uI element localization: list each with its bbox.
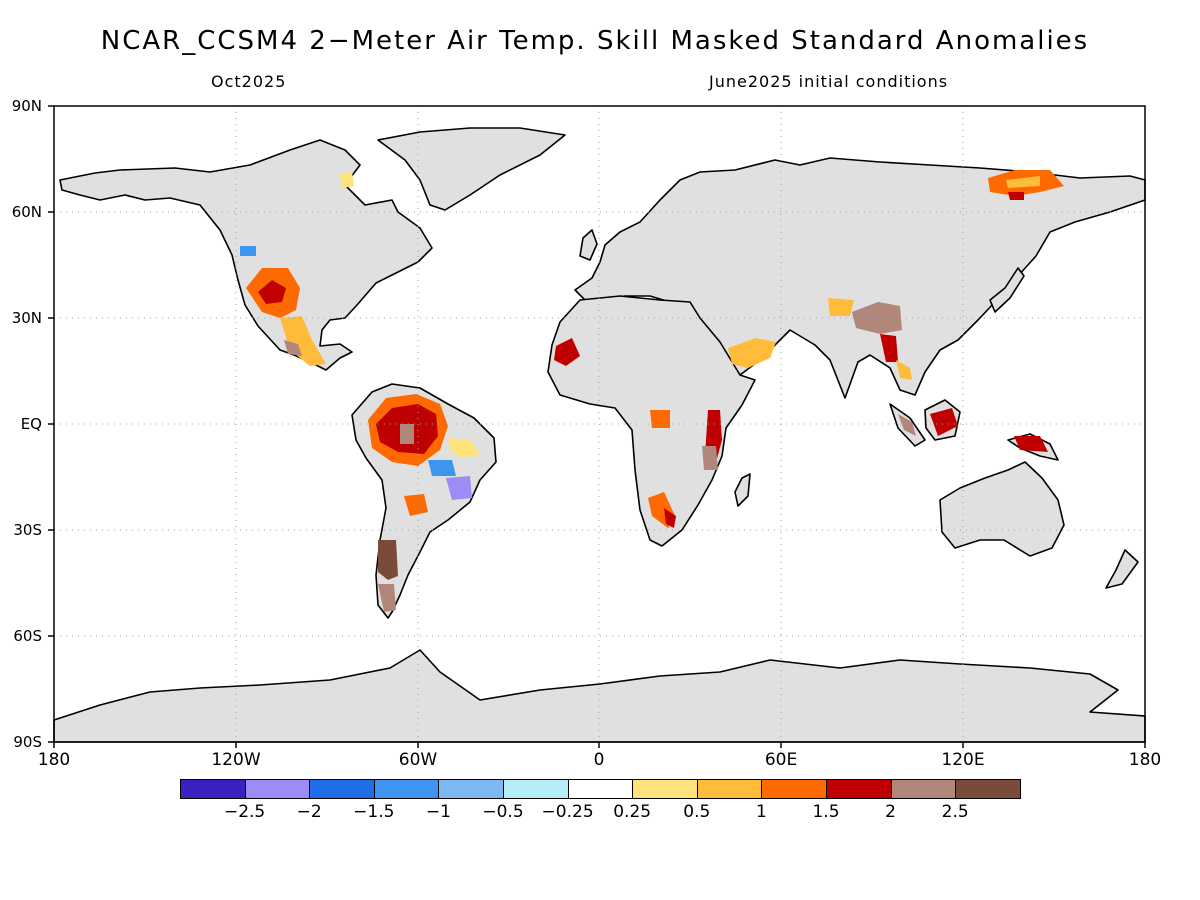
patch-indochina (896, 360, 912, 380)
colorbar-label: 1 (755, 802, 767, 822)
patch-west-africa (554, 338, 580, 366)
colorbar-label: −1 (425, 802, 451, 822)
lat-label-90s: 90S (13, 733, 42, 751)
colorbar-box (180, 779, 246, 799)
patch-central-africa (650, 410, 670, 428)
patch-east-africa-brown (702, 446, 718, 470)
colorbar-box (696, 779, 763, 799)
colorbar-box (503, 779, 569, 799)
colorbar-box (373, 779, 440, 799)
patch-arabia (728, 338, 776, 368)
patch-tibet-orange (828, 298, 854, 316)
colorbar-label: 1.5 (812, 802, 840, 822)
lon-label-180e: 180 (1128, 750, 1162, 770)
colorbar-label: 2 (885, 802, 897, 822)
patch-new-guinea (1014, 436, 1048, 452)
patch-hudson (340, 172, 354, 188)
australia (939, 461, 1065, 557)
lon-label-60w: 60W (398, 750, 438, 770)
patch-brazil-south (404, 494, 428, 516)
colorbar-label: −2.5 (223, 802, 266, 822)
patch-mexico-brown (284, 340, 302, 356)
patch-myanmar (880, 334, 898, 362)
lat-label-eq: EQ (20, 415, 42, 433)
colorbar-label: −0.5 (482, 802, 524, 822)
patch-western-us-core (258, 280, 286, 304)
colorbar-box (438, 779, 504, 799)
lat-label-60n: 60N (11, 203, 42, 221)
madagascar (734, 473, 751, 507)
lon-label-120w: 120W (211, 750, 261, 770)
lon-label-0: 0 (593, 750, 605, 770)
patch-patagonia-south (378, 584, 396, 612)
patch-siberia-yellow (1006, 176, 1040, 188)
graticule (54, 106, 1145, 742)
patch-mexico (280, 316, 326, 366)
colorbar-label: −1.5 (353, 802, 395, 822)
lat-label-90n: 90N (11, 97, 42, 115)
lat-label-60s: 60S (13, 627, 42, 645)
colorbar-box (890, 779, 957, 799)
japan (989, 267, 1025, 313)
lat-label-30n: 30N (11, 309, 42, 327)
colorbar-label: −0.25 (541, 802, 594, 822)
forecast-month: Oct2025 (211, 72, 287, 91)
colorbar-box (567, 779, 634, 799)
colorbar-box (632, 779, 698, 799)
colorbar-label: 2.5 (941, 802, 969, 822)
antarctica (53, 649, 1146, 743)
colorbar-box (761, 779, 827, 799)
patch-southern-africa-red (664, 508, 676, 528)
landmasses (53, 127, 1146, 743)
british-isles (579, 229, 598, 261)
colorbar-label: −2 (296, 802, 322, 822)
patch-amazon-brown (400, 424, 414, 444)
colorbar-label: 0.25 (613, 802, 652, 822)
anomaly-patches (240, 170, 1064, 612)
patch-brazil-purple (446, 476, 472, 500)
lon-label-60e: 60E (764, 750, 798, 770)
colorbar-label: 0.5 (683, 802, 711, 822)
new-zealand (1105, 549, 1139, 589)
map-frame (48, 105, 1146, 748)
colorbar-box (826, 779, 892, 799)
colorbar-box (955, 779, 1021, 799)
initial-conditions: June2025 initial conditions (709, 72, 949, 91)
patch-amazon-yellow (448, 438, 480, 458)
patch-canada-blue (240, 246, 256, 256)
greenland (377, 127, 566, 211)
colorbar-box (309, 779, 375, 799)
colorbar-box (244, 779, 311, 799)
patch-sumatra (898, 414, 916, 436)
lon-label-120e: 120E (941, 750, 985, 770)
map-title: NCAR_CCSM4 2−Meter Air Temp. Skill Maske… (100, 26, 1090, 56)
lat-label-30s: 30S (13, 521, 42, 539)
patch-patagonia (378, 540, 398, 580)
patch-brazil-blue (428, 460, 456, 476)
lon-label-180w: 180 (37, 750, 71, 770)
patch-borneo (930, 408, 958, 436)
patch-siberia-red (1008, 192, 1024, 200)
